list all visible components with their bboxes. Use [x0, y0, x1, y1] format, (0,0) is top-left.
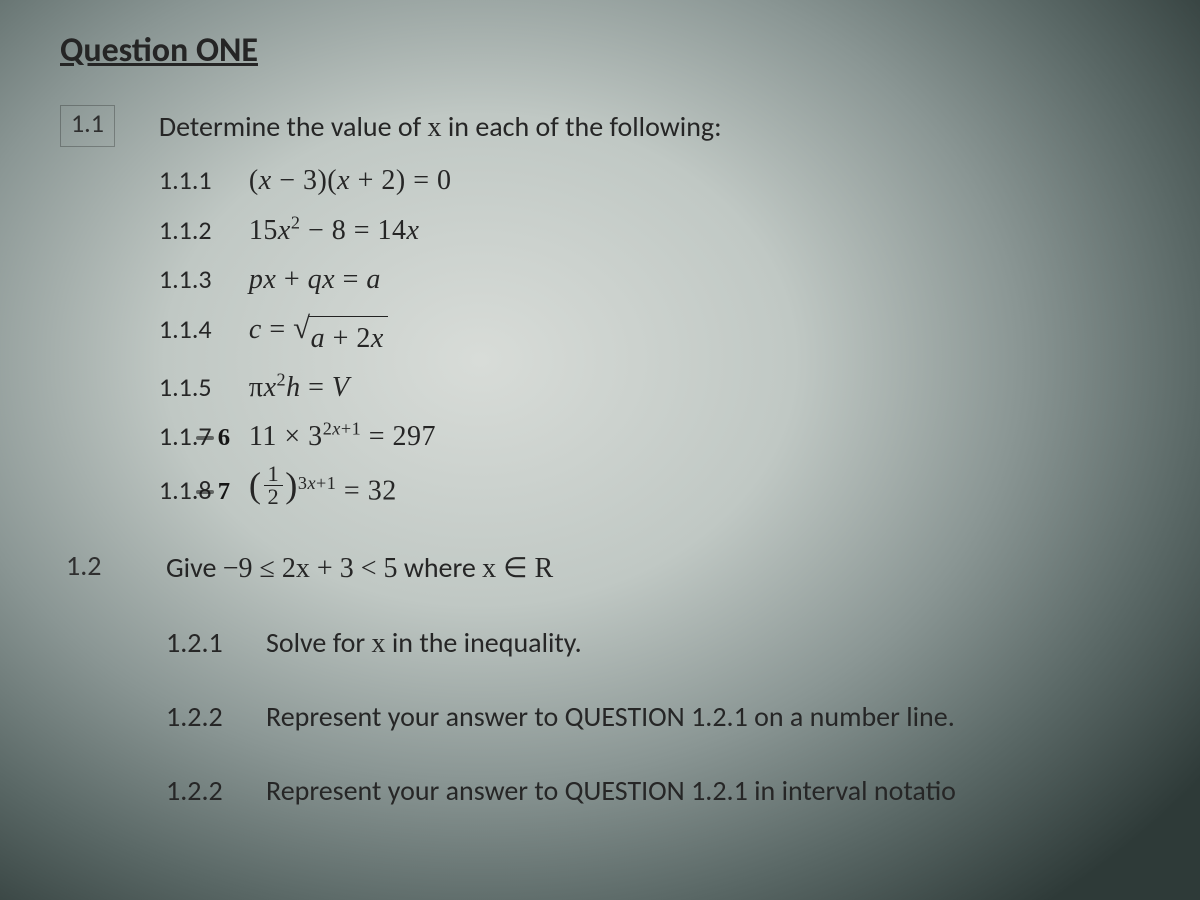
sub-item: 1.1.1(x − 3)(x + 2) = 0 [159, 159, 1200, 202]
sub-item-number: 1.2.1 [166, 621, 266, 664]
sub-item-number: 1.1.7 6 [159, 416, 249, 457]
prompt-var: x [428, 112, 442, 143]
sub-item-number: 1.1.1 [159, 160, 249, 200]
inequality-line: Give −9 ≤ 2x + 3 < 5 where x ∈ R [166, 546, 1200, 590]
sub-item-text: Solve for x in the inequality. [266, 621, 582, 665]
sub-item-number: 1.1.2 [159, 210, 249, 250]
prompt-1-1: Determine the value of x in each of the … [159, 105, 1200, 149]
sub-list-1-1: 1.1.1(x − 3)(x + 2) = 01.1.215x2 − 8 = 1… [159, 159, 1200, 512]
sub-item-text: Represent your answer to QUESTION 1.2.1 … [266, 769, 956, 812]
sub-item: 1.1.4c = √a + 2x [159, 308, 1200, 360]
sub-item-equation: πx2h = V [249, 366, 350, 409]
sub-item-number: 1.1.3 [159, 259, 249, 299]
section-number-1-2: 1.2 [60, 546, 166, 812]
section-1-2: 1.2 Give −9 ≤ 2x + 3 < 5 where x ∈ R 1.2… [60, 546, 1200, 812]
struck-digit: 7 [198, 420, 211, 452]
sub-item-number: 1.1.8 7 [159, 470, 249, 511]
sub-item-number: 1.1.5 [159, 367, 249, 407]
sub-item-equation: 15x2 − 8 = 14x [249, 209, 420, 252]
sub-item-equation: c = √a + 2x [249, 308, 388, 360]
inequality-math: −9 ≤ 2x + 3 < 5 [223, 553, 398, 584]
give-text: Give [166, 550, 223, 585]
sub-item: 1.1.215x2 − 8 = 14x [159, 209, 1200, 252]
prompt-text-post: in each of the following: [442, 109, 722, 144]
sub-item-number: 1.1.4 [159, 309, 249, 349]
handwritten-digit: 7 [212, 478, 231, 505]
sub-item: 1.1.7 611 × 32x+1 = 297 [159, 415, 1200, 458]
sub-list-1-2: 1.2.1Solve for x in the inequality.1.2.2… [166, 621, 1200, 812]
section-number-1-1: 1.1 [60, 105, 115, 147]
struck-digit: 8 [198, 474, 211, 506]
sub-item-number: 1.2.2 [166, 769, 266, 812]
sub-item: 1.1.5πx2h = V [159, 366, 1200, 409]
where-math: x ∈ R [482, 553, 553, 584]
sub-item-text: Represent your answer to QUESTION 1.2.1 … [266, 695, 955, 738]
sub-item-equation: 11 × 32x+1 = 297 [249, 415, 436, 458]
sub-item-number: 1.2.2 [166, 695, 266, 738]
section-body-1-1: Determine the value of x in each of the … [159, 105, 1200, 518]
sub-item: 1.2.2Represent your answer to QUESTION 1… [166, 695, 1200, 738]
handwritten-digit: 6 [212, 424, 231, 451]
page-content: Question ONE 1.1 Determine the value of … [60, 30, 1200, 840]
prompt-text-pre: Determine the value of [159, 109, 428, 144]
sub-item-equation: px + qx = a [249, 258, 381, 301]
where-pre: where [398, 550, 483, 585]
sub-item: 1.1.8 7(12)3x+1 = 32 [159, 465, 1200, 513]
sub-item: 1.2.2Represent your answer to QUESTION 1… [166, 769, 1200, 812]
sub-item: 1.2.1Solve for x in the inequality. [166, 621, 1200, 665]
section-body-1-2: Give −9 ≤ 2x + 3 < 5 where x ∈ R 1.2.1So… [166, 546, 1200, 812]
section-1-1: 1.1 Determine the value of x in each of … [60, 105, 1200, 518]
question-title: Question ONE [60, 30, 1200, 71]
sub-item-equation: (12)3x+1 = 32 [249, 465, 397, 513]
sub-item: 1.1.3px + qx = a [159, 258, 1200, 301]
sub-item-equation: (x − 3)(x + 2) = 0 [249, 159, 452, 202]
